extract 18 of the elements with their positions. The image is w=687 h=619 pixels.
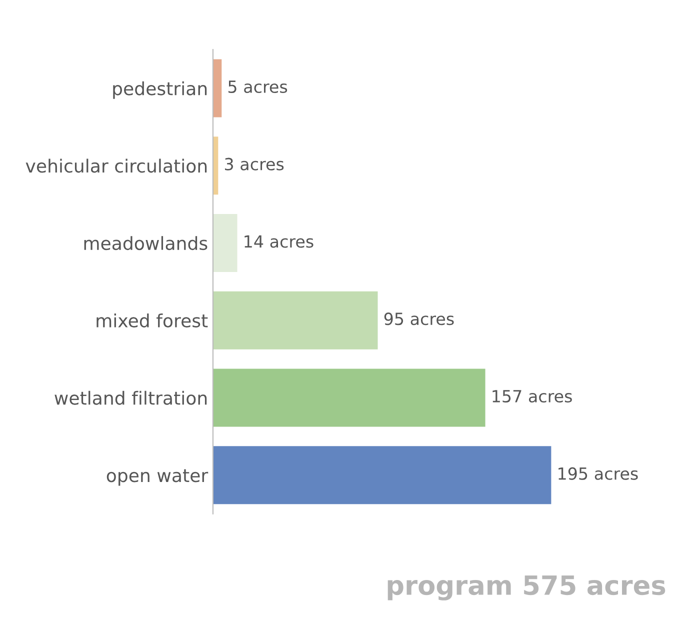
- data-label: 5 acres: [228, 80, 288, 94]
- y-tick-label: mixed forest: [96, 313, 208, 328]
- data-label: 3 acres: [225, 158, 284, 170]
- y-tick-label: open water: [106, 469, 208, 486]
- bar: [212, 368, 486, 427]
- bar: [212, 214, 238, 272]
- data-label: 14 acres: [244, 235, 314, 248]
- bar: [212, 446, 552, 504]
- y-tick-label: meadowlands: [84, 236, 208, 250]
- bar: [212, 59, 222, 118]
- bar: [212, 291, 378, 350]
- text: program 575 acres: [388, 575, 666, 600]
- data-label: 195 acres: [558, 467, 638, 480]
- y-tick-label: pedestrian: [113, 81, 207, 99]
- y-tick-label: vehicular circulation: [26, 158, 207, 173]
- data-label: 95 acres: [384, 312, 454, 326]
- data-label: 157 acres: [492, 390, 572, 403]
- y-tick-label: wetland filtration: [54, 390, 207, 405]
